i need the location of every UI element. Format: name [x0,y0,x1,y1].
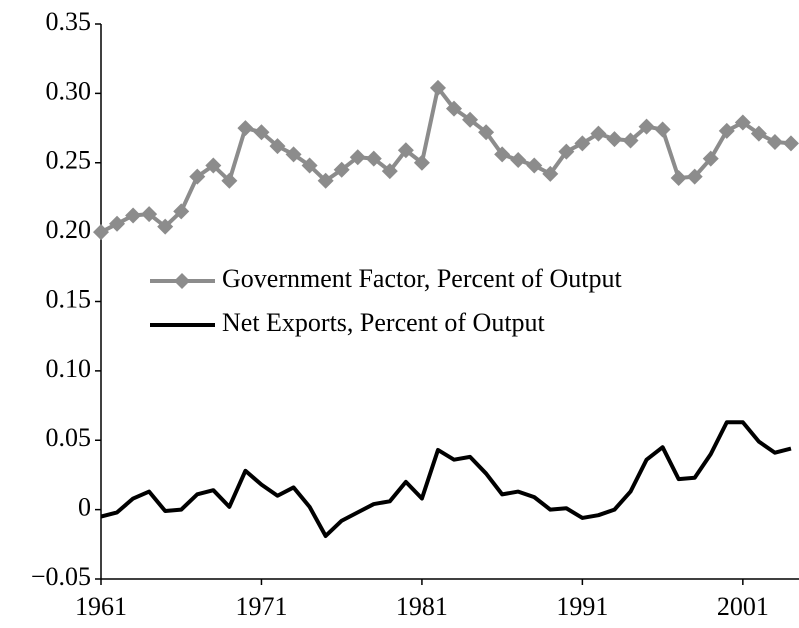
data-point [205,157,222,174]
data-point [189,168,206,185]
y-tick-label: 0.30 [46,76,92,105]
data-point [125,207,142,224]
data-point [702,150,719,167]
y-tick-label: 0 [78,493,91,522]
data-point [558,143,575,160]
data-point [750,125,767,142]
data-point [429,79,446,96]
legend-marker [174,273,190,289]
data-point [542,165,559,182]
data-point [494,146,511,163]
data-point [462,111,479,128]
data-point [622,132,639,149]
x-tick-label: 2001 [717,592,769,621]
data-point [654,121,671,138]
data-point [317,172,334,189]
legend-label: Net Exports, Percent of Output [222,308,546,337]
data-point [670,170,687,187]
data-point [141,206,158,223]
data-point [269,138,286,155]
data-point [157,218,174,235]
y-tick-label: 0.15 [46,284,92,313]
x-tick-label: 1961 [75,592,127,621]
data-point [574,135,591,152]
data-point [638,118,655,135]
x-tick-label: 1981 [396,592,448,621]
data-point [782,135,799,152]
x-tick-label: 1971 [235,592,287,621]
data-point [478,124,495,141]
data-point [446,100,463,117]
data-point [526,157,543,174]
data-point [381,163,398,180]
data-point [333,161,350,178]
data-point [301,157,318,174]
data-point [93,224,109,241]
y-tick-label: 0.35 [46,7,92,36]
data-point [397,142,414,159]
data-point [221,172,238,189]
data-point [237,120,254,137]
y-tick-label: −0.05 [31,562,91,591]
data-point [173,203,190,220]
y-tick-label: 0.10 [46,354,92,383]
y-tick-label: 0.20 [46,215,92,244]
data-point [285,146,302,163]
data-point [606,131,623,148]
data-point [253,124,270,141]
data-point [365,150,382,167]
legend-label: Government Factor, Percent of Output [222,264,622,293]
data-point [510,151,527,168]
data-point [686,168,703,185]
series-line [100,420,792,538]
data-point [766,133,783,150]
x-tick-label: 1991 [556,592,608,621]
series-line [100,85,792,234]
y-tick-label: 0.05 [46,423,92,452]
y-tick-label: 0.25 [46,146,92,175]
data-point [718,122,735,139]
data-point [590,125,607,142]
data-point [413,154,430,171]
data-point [734,114,751,131]
data-point [349,149,366,166]
data-point [109,215,126,232]
